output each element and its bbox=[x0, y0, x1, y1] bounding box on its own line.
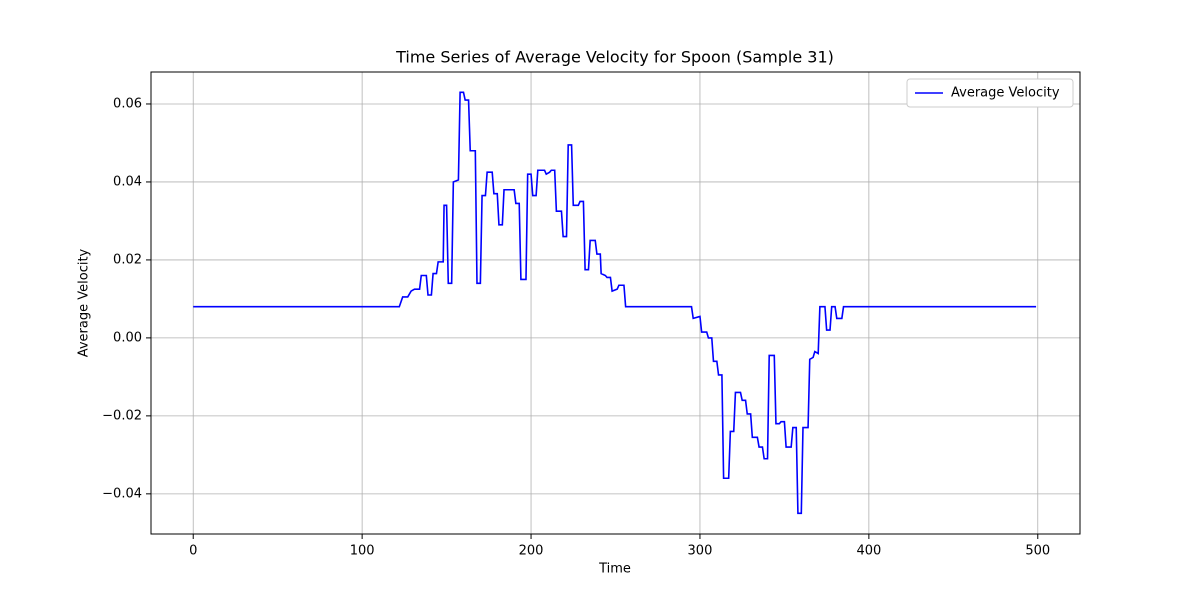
y-tick-label: 0.06 bbox=[113, 96, 142, 111]
y-tick-label: 0.02 bbox=[113, 252, 142, 267]
chart-title: Time Series of Average Velocity for Spoo… bbox=[395, 48, 834, 67]
legend-box bbox=[906, 78, 1074, 108]
y-tick-label: 0.04 bbox=[113, 174, 142, 189]
x-tick-label: 500 bbox=[1025, 544, 1050, 559]
x-tick-label: 400 bbox=[856, 544, 881, 559]
x-tick-label: 300 bbox=[688, 544, 713, 559]
x-tick-label: 100 bbox=[350, 544, 375, 559]
x-tick-label: 200 bbox=[519, 544, 544, 559]
y-tick-label: 0.00 bbox=[113, 330, 142, 345]
y-tick-label: −0.02 bbox=[102, 408, 142, 423]
y-tick-label: −0.04 bbox=[102, 486, 142, 501]
plot-frame bbox=[150, 71, 1081, 535]
legend-label: Average Velocity bbox=[951, 86, 1060, 101]
y-axis-label: Average Velocity bbox=[77, 248, 92, 357]
data-line bbox=[193, 91, 1037, 515]
x-tick-label: 0 bbox=[189, 544, 197, 559]
x-axis-label: Time bbox=[598, 562, 631, 577]
